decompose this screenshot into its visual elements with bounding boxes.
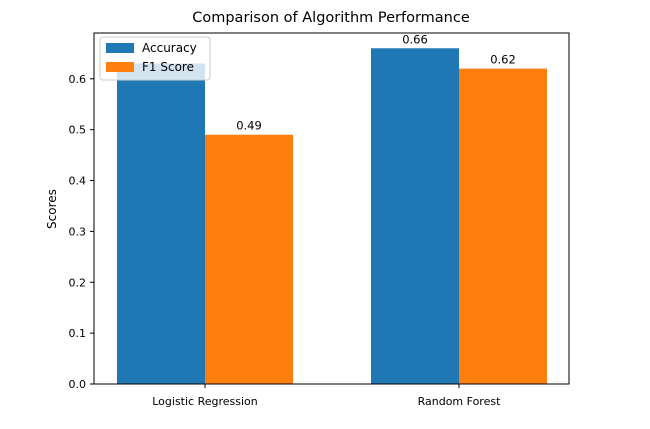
y-axis-title: Scores (45, 189, 59, 229)
y-tick-label: 0.0 (69, 378, 87, 391)
bar-f1-score-random-forest (459, 68, 547, 384)
y-tick-label: 0.2 (69, 276, 87, 289)
bars-group (117, 48, 547, 385)
plot-frame (93, 32, 570, 385)
legend-label: F1 Score (142, 60, 194, 74)
y-tick-label: 0.5 (69, 124, 87, 137)
x-tick-label: Logistic Regression (152, 395, 258, 408)
legend-swatch (106, 62, 134, 72)
y-tick-label: 0.1 (69, 327, 87, 340)
data-label: 0.49 (236, 119, 262, 133)
y-tick-label: 0.3 (69, 225, 87, 238)
bar-accuracy-random-forest (371, 48, 459, 385)
x-tick-label: Random Forest (418, 395, 501, 408)
legend-label: Accuracy (142, 41, 197, 55)
x-axis: Logistic Regression Random Forest (152, 384, 501, 408)
bar-accuracy-logistic-regression (117, 63, 205, 385)
legend-swatch (106, 43, 134, 53)
y-tick-label: 0.4 (69, 175, 87, 188)
data-labels: 0.49 0.66 0.62 (236, 32, 516, 132)
bar-f1-score-logistic-regression (205, 134, 293, 384)
legend: Accuracy F1 Score (99, 36, 211, 81)
data-label: 0.62 (490, 53, 516, 67)
data-label: 0.66 (402, 32, 428, 46)
y-axis: 0.0 0.1 0.2 0.3 0.4 0.5 0.6 (69, 73, 94, 391)
chart-title: Comparison of Algorithm Performance (192, 10, 470, 26)
y-tick-label: 0.6 (69, 73, 87, 86)
